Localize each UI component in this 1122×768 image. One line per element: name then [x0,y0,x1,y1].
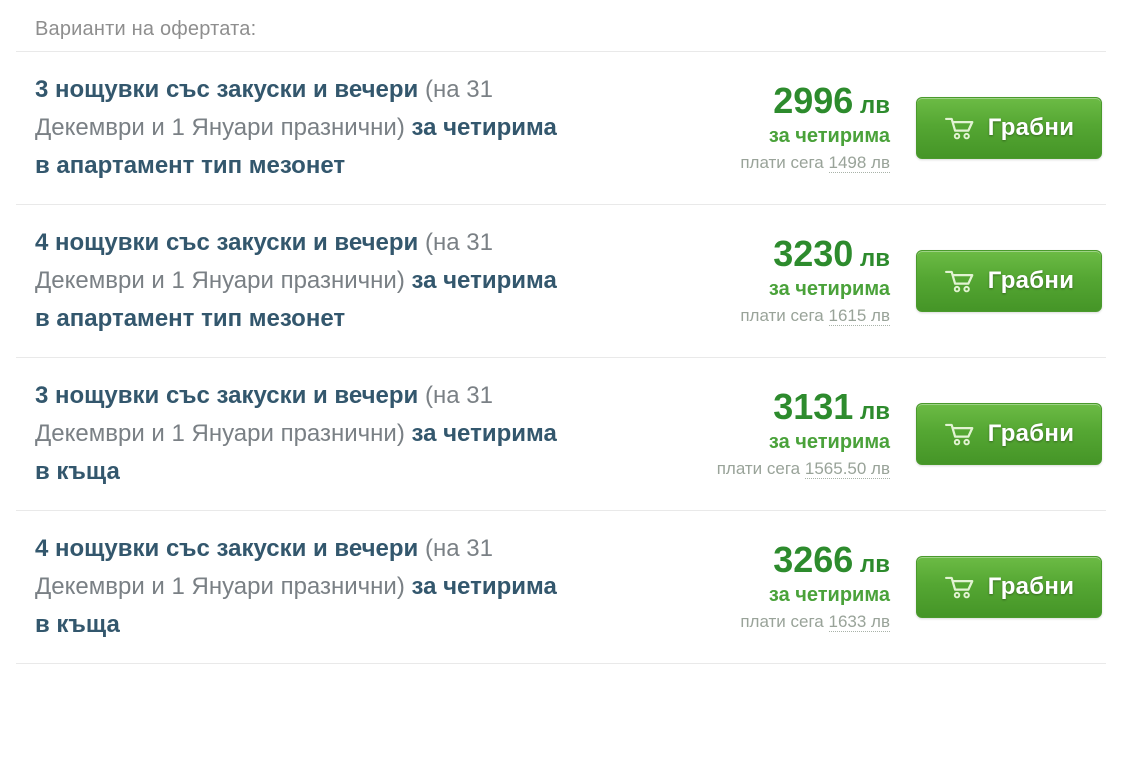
offer-title-dates-note: (на 31 Декември и 1 Януари празнични) [35,76,493,141]
offer-price-currency: лв [853,397,890,425]
cart-icon [944,576,974,599]
price-per-label: за четирима [768,583,890,606]
cart-icon [944,423,974,446]
offer-title-dates-note: (на 31 Декември и 1 Януари празнични) [35,229,493,294]
offer-price-currency: лв [853,91,890,119]
offer-title-nights: 4 нощувки със закуски и вечери [35,229,419,256]
offer-price: 3131 лв [638,385,890,430]
cart-icon [944,270,974,293]
offer-price-and-action: 3131 лв за четирима плати сега 1565.50 л… [638,385,1102,480]
offer-row: 3 нощувки със закуски и вечери (на 31 Де… [16,52,1106,205]
grab-button[interactable]: Грабни [916,556,1102,618]
offer-price: 3266 лв [638,538,890,583]
price-per-label: за четирима [768,277,890,300]
offer-title-dates-note: (на 31 Декември и 1 Януари празнични) [35,382,493,447]
price-column: 3131 лв за четирима плати сега 1565.50 л… [638,385,890,480]
price-per-label: за четирима [768,124,890,147]
pay-now-label: плати сега [716,458,801,478]
pay-now-label: плати сега [740,152,824,172]
offer-price: 3230 лв [638,232,890,277]
offer-price-currency: лв [853,244,890,272]
grab-button[interactable]: Грабни [916,250,1102,312]
offer-title: 4 нощувки със закуски и вечери (на 31 Де… [35,224,575,338]
offer-price: 2996 лв [638,79,890,124]
pay-now-line: плати сега 1498 лв [638,152,890,174]
offer-price-value: 2996 [773,79,854,121]
offer-title-accommodation: за четирима в къща [35,420,557,485]
offer-title: 3 нощувки със закуски и вечери (на 31 Де… [35,71,575,185]
offer-price-and-action: 3266 лв за четирима плати сега 1633 лв Г… [638,538,1102,633]
offer-title-accommodation: за четирима в апартамент тип мезонет [35,267,557,332]
offer-price-and-action: 3230 лв за четирима плати сега 1615 лв Г… [638,232,1102,327]
pay-now-line: плати сега 1615 лв [638,305,890,327]
grab-button[interactable]: Грабни [916,403,1102,465]
cart-icon [944,117,974,140]
grab-button-label: Грабни [987,114,1075,141]
price-column: 3230 лв за четирима плати сега 1615 лв [638,232,890,327]
grab-button-label: Грабни [987,267,1075,294]
pay-now-label: плати сега [740,611,824,631]
offer-row: 4 нощувки със закуски и вечери (на 31 Де… [16,511,1106,664]
grab-button-label: Грабни [987,420,1075,447]
pay-now-amount[interactable]: 1498 лв [828,152,890,173]
price-column: 2996 лв за четирима плати сега 1498 лв [638,79,890,174]
offer-price-currency: лв [853,550,890,578]
price-per-label: за четирима [768,430,890,453]
pay-now-line: плати сега 1633 лв [638,611,890,633]
pay-now-amount[interactable]: 1633 лв [828,611,890,632]
offer-title-nights: 4 нощувки със закуски и вечери [35,535,419,562]
offer-title-nights: 3 нощувки със закуски и вечери [35,382,419,409]
pay-now-line: плати сега 1565.50 лв [638,458,890,480]
offer-title-nights: 3 нощувки със закуски и вечери [35,76,419,103]
offer-price-value: 3131 [773,385,854,427]
grab-button[interactable]: Грабни [916,97,1102,159]
offer-price-value: 3266 [773,538,854,580]
offer-title: 4 нощувки със закуски и вечери (на 31 Де… [35,530,575,644]
offer-title-dates-note: (на 31 Декември и 1 Януари празнични) [35,535,493,600]
pay-now-amount[interactable]: 1565.50 лв [804,458,890,479]
offers-list: 3 нощувки със закуски и вечери (на 31 Де… [16,52,1106,664]
offer-title-accommodation: за четирима в апартамент тип мезонет [35,114,557,179]
offer-title: 3 нощувки със закуски и вечери (на 31 Де… [35,377,575,491]
offer-row: 3 нощувки със закуски и вечери (на 31 Де… [16,358,1106,511]
pay-now-label: плати сега [740,305,824,325]
offers-section-header: Варианти на офертата: [16,0,1106,52]
price-column: 3266 лв за четирима плати сега 1633 лв [638,538,890,633]
offer-price-and-action: 2996 лв за четирима плати сега 1498 лв Г… [638,79,1102,174]
offer-price-value: 3230 [773,232,854,274]
offer-row: 4 нощувки със закуски и вечери (на 31 Де… [16,205,1106,358]
offer-title-accommodation: за четирима в къща [35,573,557,638]
pay-now-amount[interactable]: 1615 лв [828,305,890,326]
grab-button-label: Грабни [987,573,1075,600]
